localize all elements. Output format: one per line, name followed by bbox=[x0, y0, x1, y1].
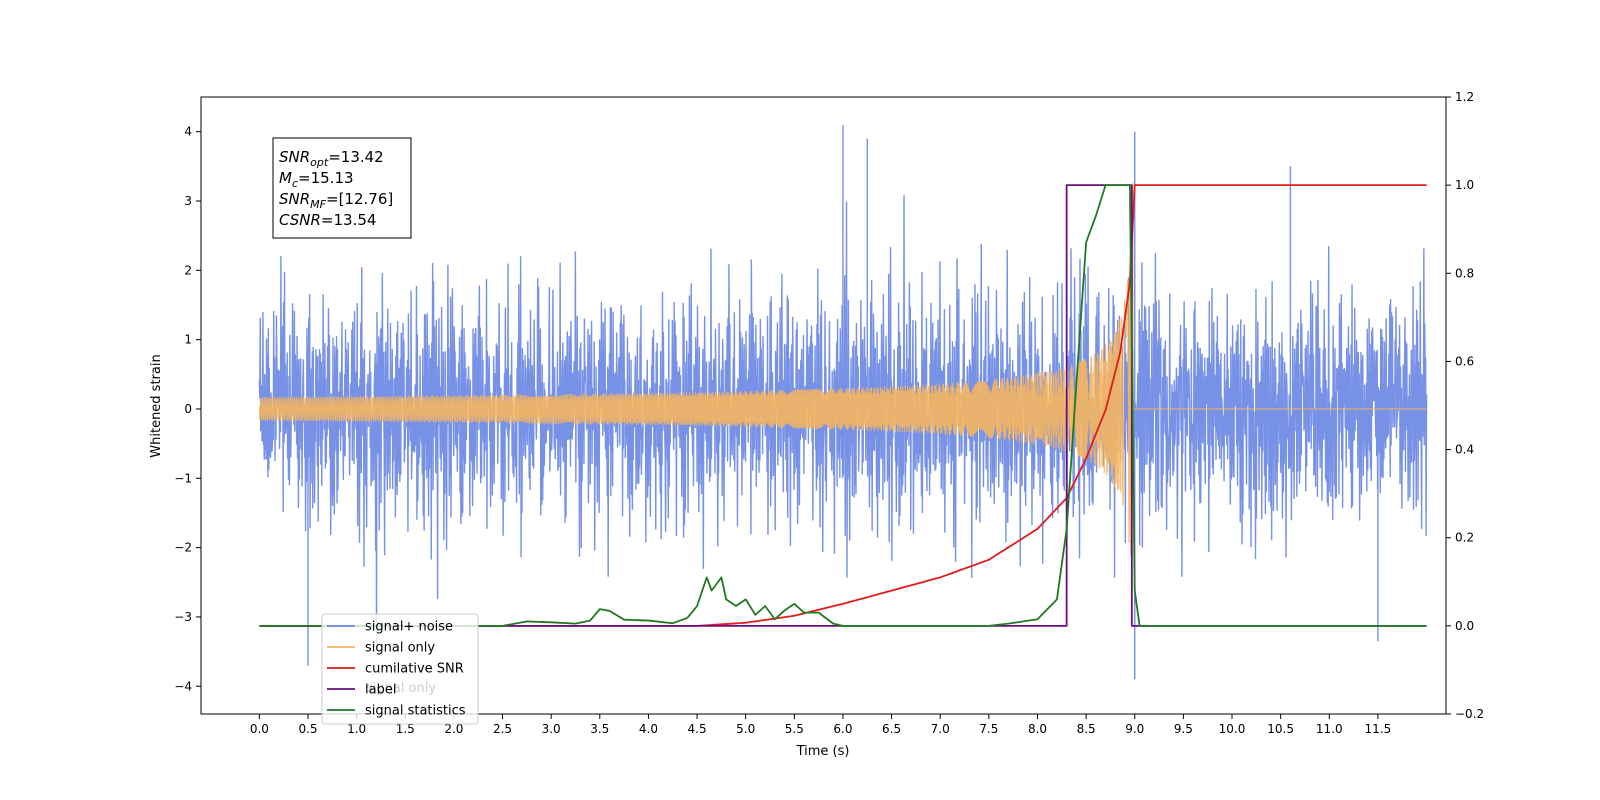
y-right-tick-label: 0.4 bbox=[1455, 443, 1474, 457]
y-left-tick-label: 0 bbox=[184, 402, 192, 416]
y-left-tick-label: −1 bbox=[174, 471, 192, 485]
y-right-tick-label: 0.0 bbox=[1455, 619, 1474, 633]
y-axis-label-left: Whitened strain bbox=[149, 354, 164, 457]
x-tick-label: 3.0 bbox=[542, 722, 561, 736]
y-right-tick-label: 0.8 bbox=[1455, 266, 1474, 280]
y-right-tick-label: −0.2 bbox=[1455, 707, 1484, 721]
y-left-tick-label: 2 bbox=[184, 263, 192, 277]
cumulative-snr-line bbox=[259, 184, 1427, 627]
x-tick-label: 5.0 bbox=[736, 722, 755, 736]
stats-annotation-box: SNRopt=13.42Mc=15.13SNRMF=[12.76]CSNR=13… bbox=[272, 137, 412, 239]
legend-label: label bbox=[365, 683, 396, 698]
x-axis-label: Time (s) bbox=[796, 744, 850, 759]
x-tick-label: 7.5 bbox=[979, 722, 998, 736]
x-tick-label: 0.0 bbox=[250, 722, 269, 736]
legend-frame bbox=[321, 613, 479, 725]
y-axis-right: −0.2 0.0 0.2 0.4 0.6 0.8 1.0 1.2 bbox=[1446, 90, 1484, 721]
x-tick-label: 8.5 bbox=[1077, 722, 1096, 736]
x-axis: 0.0 0.5 1.0 1.5 2.0 2.5 3.0 3.5 4.0 4.5 5.0 5.5 6.0 6… bbox=[250, 714, 1391, 736]
x-tick-label: 5.5 bbox=[785, 722, 804, 736]
signal-statistics-line bbox=[259, 184, 1427, 627]
y-left-tick-label: −3 bbox=[174, 610, 192, 624]
x-tick-label: 10.5 bbox=[1267, 722, 1294, 736]
annotation-line: SNRMF=[12.76] bbox=[279, 190, 393, 211]
y-left-tick-label: 4 bbox=[184, 125, 192, 139]
annotation-line: SNRopt=13.42 bbox=[279, 148, 384, 169]
y-right-tick-label: 0.2 bbox=[1455, 531, 1474, 545]
x-tick-label: 1.5 bbox=[396, 722, 415, 736]
x-tick-label: 2.5 bbox=[493, 722, 512, 736]
x-tick-label: 4.5 bbox=[688, 722, 707, 736]
x-tick-label: 3.5 bbox=[590, 722, 609, 736]
x-tick-label: 6.0 bbox=[833, 722, 852, 736]
x-tick-label: 2.0 bbox=[444, 722, 463, 736]
legend-label: signal statistics bbox=[365, 704, 466, 719]
y-left-tick-label: 3 bbox=[184, 194, 192, 208]
annotation-frame bbox=[272, 137, 412, 239]
x-tick-label: 7.0 bbox=[931, 722, 950, 736]
x-tick-label: 9.5 bbox=[1174, 722, 1193, 736]
y-right-tick-label: 1.2 bbox=[1455, 90, 1474, 104]
x-tick-label: 11.0 bbox=[1316, 722, 1343, 736]
legend-label: signal only bbox=[365, 641, 435, 656]
plot-frame bbox=[200, 96, 1447, 715]
x-tick-label: 11.5 bbox=[1365, 722, 1392, 736]
y-axis-left: −4 −3 −2 −1 0 1 2 3 4 bbox=[174, 125, 201, 693]
legend-label: signal+ noise bbox=[365, 620, 453, 635]
x-tick-label: 4.0 bbox=[639, 722, 658, 736]
x-tick-label: 8.0 bbox=[1028, 722, 1047, 736]
annotation-line: CSNR=13.54 bbox=[279, 211, 376, 229]
x-tick-label: 10.0 bbox=[1219, 722, 1246, 736]
x-tick-label: 0.5 bbox=[298, 722, 317, 736]
legend-label: cumilative SNR bbox=[365, 662, 464, 677]
annotation-line: Mc=15.13 bbox=[279, 169, 354, 190]
x-tick-label: 9.0 bbox=[1125, 722, 1144, 736]
x-tick-label: 1.0 bbox=[347, 722, 366, 736]
y-right-tick-label: 1.0 bbox=[1455, 178, 1474, 192]
y-right-tick-label: 0.6 bbox=[1455, 354, 1474, 368]
signal-only-trace bbox=[258, 181, 1427, 556]
y-left-tick-label: 1 bbox=[184, 333, 192, 347]
x-tick-label: 6.5 bbox=[882, 722, 901, 736]
series-layer bbox=[258, 124, 1428, 680]
y-left-tick-label: −4 bbox=[174, 679, 192, 693]
y-left-tick-label: −2 bbox=[174, 541, 192, 555]
